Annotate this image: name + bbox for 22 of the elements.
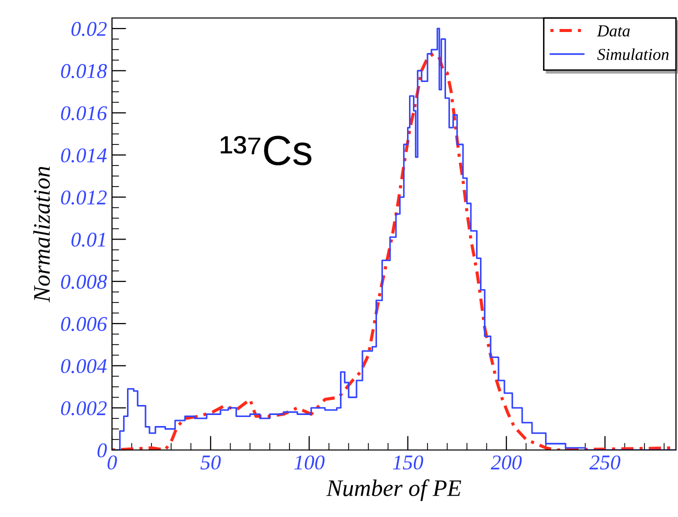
y-tick-label: 0.002 <box>61 401 107 416</box>
y-tick-label: 0.006 <box>61 316 108 332</box>
y-tick-label: 0.014 <box>61 148 107 162</box>
x-tick-label: 150 <box>392 455 424 470</box>
y-axis-title: Normalization <box>33 166 50 302</box>
y-tick-label: 0.008 <box>61 274 107 289</box>
y-tick-label: 0.012 <box>61 190 107 205</box>
x-tick-label: 250 <box>589 455 620 470</box>
legend-label: Simulation <box>597 48 669 60</box>
y-tick-label: 0.02 <box>71 22 107 36</box>
x-tick-label: 50 <box>200 455 221 470</box>
x-tick-label: 0 <box>108 455 117 470</box>
annotation: ¹³⁷Cs <box>220 136 312 166</box>
y-tick-label: 0.01 <box>71 232 105 247</box>
x-axis-title: Number of PE <box>326 479 462 501</box>
y-tick-label: 0 <box>98 443 107 458</box>
y-tick-label: 0.016 <box>61 106 108 120</box>
y-tick-label: 0.018 <box>61 64 107 78</box>
x-tick-label: 200 <box>490 455 522 470</box>
legend-label: Data <box>596 25 630 37</box>
y-tick-label: 0.004 <box>61 359 107 374</box>
x-tick-label: 100 <box>294 455 325 470</box>
